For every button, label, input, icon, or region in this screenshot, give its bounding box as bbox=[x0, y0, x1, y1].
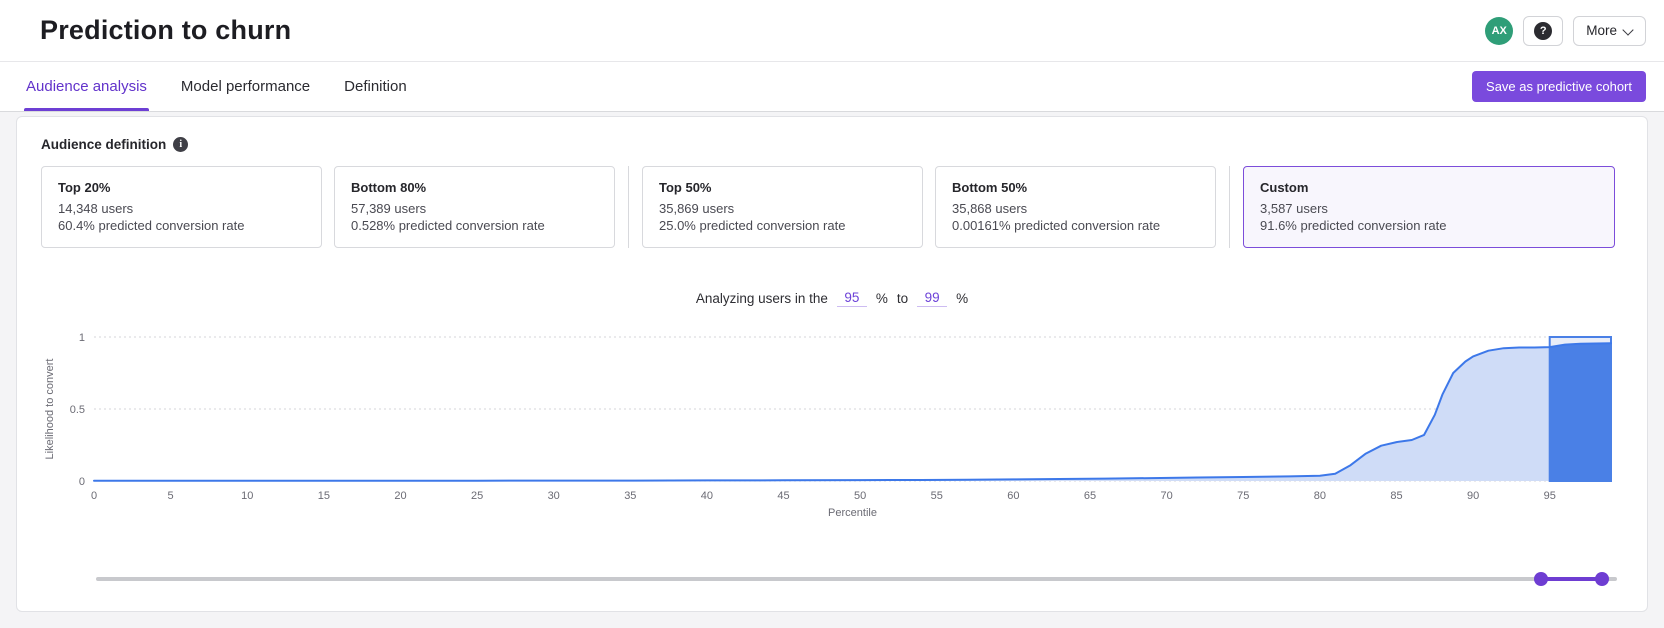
svg-text:5: 5 bbox=[168, 490, 174, 502]
svg-text:10: 10 bbox=[241, 490, 253, 502]
svg-text:0: 0 bbox=[91, 490, 97, 502]
audience-analysis-panel: Audience definition i Top 20% 14,348 use… bbox=[16, 116, 1648, 612]
chevron-down-icon bbox=[1624, 24, 1633, 33]
svg-text:85: 85 bbox=[1390, 490, 1402, 502]
audience-card-bottom-80[interactable]: Bottom 80% 57,389 users 0.528% predicted… bbox=[334, 166, 615, 248]
tab-definition[interactable]: Definition bbox=[344, 78, 407, 95]
card-title: Top 20% bbox=[58, 180, 111, 195]
svg-text:90: 90 bbox=[1467, 490, 1479, 502]
percentile-range-slider bbox=[96, 572, 1617, 586]
card-users: 57,389 users bbox=[351, 201, 427, 216]
more-label: More bbox=[1586, 23, 1617, 38]
svg-text:55: 55 bbox=[931, 490, 943, 502]
svg-text:0: 0 bbox=[79, 476, 85, 488]
svg-text:65: 65 bbox=[1084, 490, 1096, 502]
slider-selected-range[interactable] bbox=[1540, 577, 1602, 581]
slider-handle-from[interactable] bbox=[1533, 572, 1548, 586]
card-rate: 25.0% predicted conversion rate bbox=[659, 218, 846, 233]
audience-cards-row: Top 20% 14,348 users 60.4% predicted con… bbox=[41, 166, 1623, 248]
card-users: 35,869 users bbox=[659, 201, 735, 216]
slider-handle-to[interactable] bbox=[1594, 572, 1609, 586]
card-users: 3,587 users bbox=[1260, 201, 1328, 216]
tab-audience-analysis[interactable]: Audience analysis bbox=[24, 62, 149, 111]
svg-text:0.5: 0.5 bbox=[70, 404, 85, 416]
card-rate: 0.528% predicted conversion rate bbox=[351, 218, 545, 233]
main-content: Audience definition i Top 20% 14,348 use… bbox=[0, 112, 1664, 628]
card-title: Custom bbox=[1260, 180, 1309, 195]
card-users: 35,868 users bbox=[952, 201, 1028, 216]
percentile-to-input[interactable] bbox=[917, 290, 948, 307]
svg-text:15: 15 bbox=[318, 490, 330, 502]
tab-model-performance[interactable]: Model performance bbox=[180, 78, 311, 95]
svg-text:30: 30 bbox=[548, 490, 560, 502]
range-to-word: to bbox=[896, 291, 909, 306]
svg-text:75: 75 bbox=[1237, 490, 1249, 502]
audience-card-top-50[interactable]: Top 50% 35,869 users 25.0% predicted con… bbox=[642, 166, 923, 248]
info-icon[interactable]: i bbox=[173, 137, 189, 152]
percent-sign: % bbox=[875, 291, 888, 306]
card-rate: 0.00161% predicted conversion rate bbox=[952, 218, 1161, 233]
svg-text:Percentile: Percentile bbox=[828, 507, 877, 519]
question-icon: ? bbox=[1534, 21, 1553, 40]
tab-bar: Audience analysis Model performance Defi… bbox=[0, 62, 1664, 112]
percent-sign: % bbox=[956, 291, 969, 306]
more-button[interactable]: More bbox=[1573, 15, 1646, 46]
card-group-divider bbox=[628, 166, 629, 248]
audience-card-bottom-50[interactable]: Bottom 50% 35,868 users 0.00161% predict… bbox=[935, 166, 1216, 248]
card-users: 14,348 users bbox=[58, 201, 134, 216]
card-group-divider bbox=[1229, 166, 1230, 248]
svg-text:95: 95 bbox=[1544, 490, 1556, 502]
percentile-range-control: Analyzing users in the % to % bbox=[41, 290, 1623, 307]
range-prefix: Analyzing users in the bbox=[695, 291, 828, 306]
audience-definition-header: Audience definition i bbox=[41, 137, 1623, 152]
svg-text:25: 25 bbox=[471, 490, 483, 502]
svg-text:80: 80 bbox=[1314, 490, 1326, 502]
save-as-predictive-cohort-button[interactable]: Save as predictive cohort bbox=[1472, 71, 1646, 102]
card-rate: 60.4% predicted conversion rate bbox=[58, 218, 245, 233]
header-actions: AX ? More bbox=[1485, 15, 1646, 46]
svg-text:20: 20 bbox=[394, 490, 406, 502]
audience-definition-title: Audience definition bbox=[41, 137, 167, 152]
likelihood-chart[interactable]: 0 0.5 1 0 5 10 15 20 25 30 35 40 45 50 55 60 65 70 75 80 85 9… bbox=[41, 321, 1623, 524]
card-rate: 91.6% predicted conversion rate bbox=[1260, 218, 1447, 233]
svg-text:Likelihood to convert: Likelihood to convert bbox=[44, 359, 56, 460]
page-title: Prediction to churn bbox=[40, 15, 292, 45]
likelihood-chart-svg: 00.510 5 10 15 20 25 30 35 40 45 50 55 60 65 70 75 80 85 9… bbox=[44, 332, 1612, 519]
svg-text:70: 70 bbox=[1161, 490, 1173, 502]
card-title: Bottom 50% bbox=[952, 180, 1028, 195]
audience-card-top-20[interactable]: Top 20% 14,348 users 60.4% predicted con… bbox=[41, 166, 322, 248]
audience-card-custom[interactable]: Custom 3,587 users 91.6% predicted conve… bbox=[1243, 166, 1615, 248]
card-title: Top 50% bbox=[659, 180, 712, 195]
card-title: Bottom 80% bbox=[351, 180, 427, 195]
svg-text:60: 60 bbox=[1007, 490, 1019, 502]
svg-text:35: 35 bbox=[624, 490, 636, 502]
svg-text:40: 40 bbox=[701, 490, 713, 502]
avatar[interactable]: AX bbox=[1485, 16, 1514, 45]
page-header: Prediction to churn AX ? More bbox=[0, 0, 1664, 62]
svg-text:50: 50 bbox=[854, 490, 866, 502]
percentile-from-input[interactable] bbox=[836, 290, 867, 307]
svg-text:45: 45 bbox=[777, 490, 789, 502]
help-button[interactable]: ? bbox=[1523, 15, 1564, 46]
slider-track[interactable] bbox=[96, 577, 1617, 581]
svg-text:1: 1 bbox=[79, 332, 85, 344]
